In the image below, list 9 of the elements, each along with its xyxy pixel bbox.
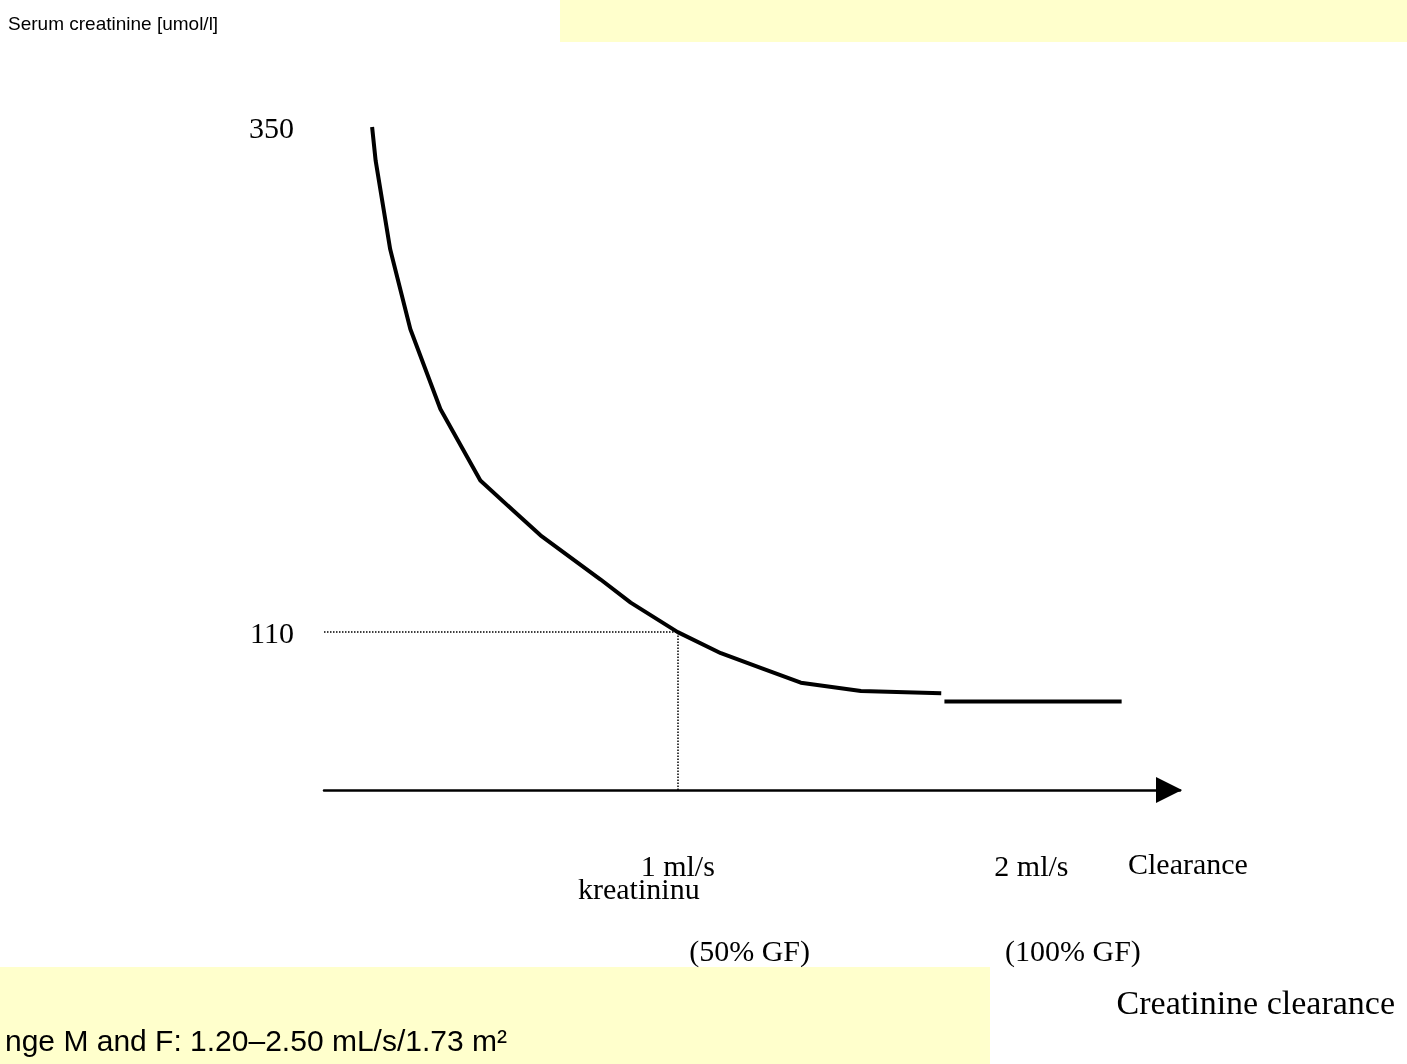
- text: (50% GF): [689, 933, 811, 968]
- text: (100% GF): [1005, 933, 1141, 968]
- text: nge M and F: 1.20–2.50 mL/s/1.73 m²: [5, 1023, 507, 1057]
- y-tick-label: 350: [249, 110, 294, 144]
- x-axis-title: Clearance: [1128, 846, 1248, 880]
- y-tick-label: 110: [250, 615, 294, 649]
- y-axis-title: Serum creatinine [umol/l]: [8, 13, 219, 34]
- text: Creatinine clearance: [1116, 983, 1396, 1021]
- x-tick-label: 2 ml/s: [994, 848, 1069, 882]
